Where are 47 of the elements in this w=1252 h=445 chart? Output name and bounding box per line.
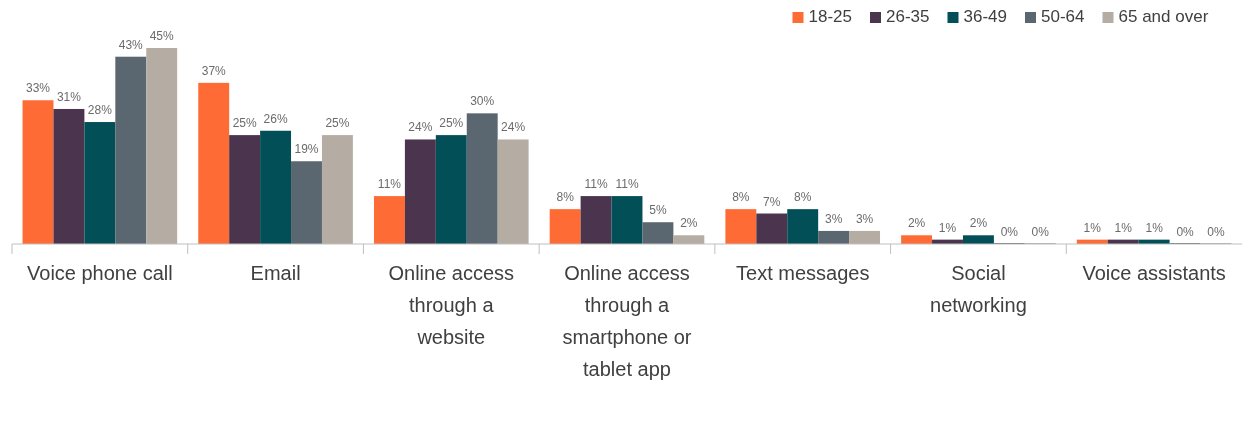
data-label: 5% [649, 203, 667, 218]
x-tick-label: Email [250, 262, 301, 284]
legend-label: 26-35 [886, 7, 930, 26]
data-label: 30% [470, 94, 495, 109]
data-label: 0% [1176, 225, 1195, 239]
data-label: 11% [377, 177, 402, 192]
data-label: 31% [56, 89, 82, 104]
legend-label: 50-64 [1041, 7, 1085, 26]
data-label: 26% [263, 111, 288, 126]
data-label: 1% [1083, 220, 1102, 235]
data-label: 24% [501, 120, 526, 135]
x-tick-label: Online access through a smartphone or tablet app [562, 262, 692, 380]
data-label: 25% [232, 116, 257, 131]
data-label: 11% [615, 177, 639, 192]
x-tick-label: Social networking [930, 262, 1027, 316]
legend-label: 36-49 [963, 7, 1007, 26]
data-label: 7% [763, 194, 781, 209]
data-label: 1% [1114, 220, 1133, 235]
data-label: 19% [294, 142, 319, 157]
data-label: 28% [87, 103, 113, 118]
data-label: 33% [25, 81, 51, 96]
legend-label: 18-25 [808, 7, 852, 26]
data-label: 1% [938, 220, 957, 235]
data-label: 3% [824, 211, 843, 226]
legend-label: 65 and over [1118, 7, 1209, 26]
data-label: 37% [201, 63, 227, 78]
data-label: 25% [325, 116, 350, 131]
data-label: 8% [732, 190, 750, 205]
x-tick-label: Voice phone call [27, 262, 173, 284]
x-tick-label: Text messages [736, 262, 870, 284]
data-label: 0% [1207, 225, 1225, 239]
data-label: 3% [855, 211, 874, 226]
data-label: 1% [1145, 220, 1164, 235]
data-label: 0% [1000, 225, 1019, 239]
data-label: 25% [439, 116, 464, 131]
data-label: 2% [680, 216, 698, 231]
data-label: 8% [794, 190, 812, 205]
data-label: 43% [118, 37, 144, 52]
data-label: 45% [149, 29, 175, 43]
data-label: 8% [556, 190, 575, 205]
x-tick-label: Voice assistants [1082, 262, 1226, 284]
data-label: 0% [1031, 225, 1050, 239]
data-label: 2% [969, 216, 988, 231]
data-label: 11% [584, 177, 608, 192]
data-label: 24% [408, 120, 433, 135]
x-tick-label: Online access through a website [388, 262, 515, 348]
data-label: 2% [907, 216, 926, 231]
